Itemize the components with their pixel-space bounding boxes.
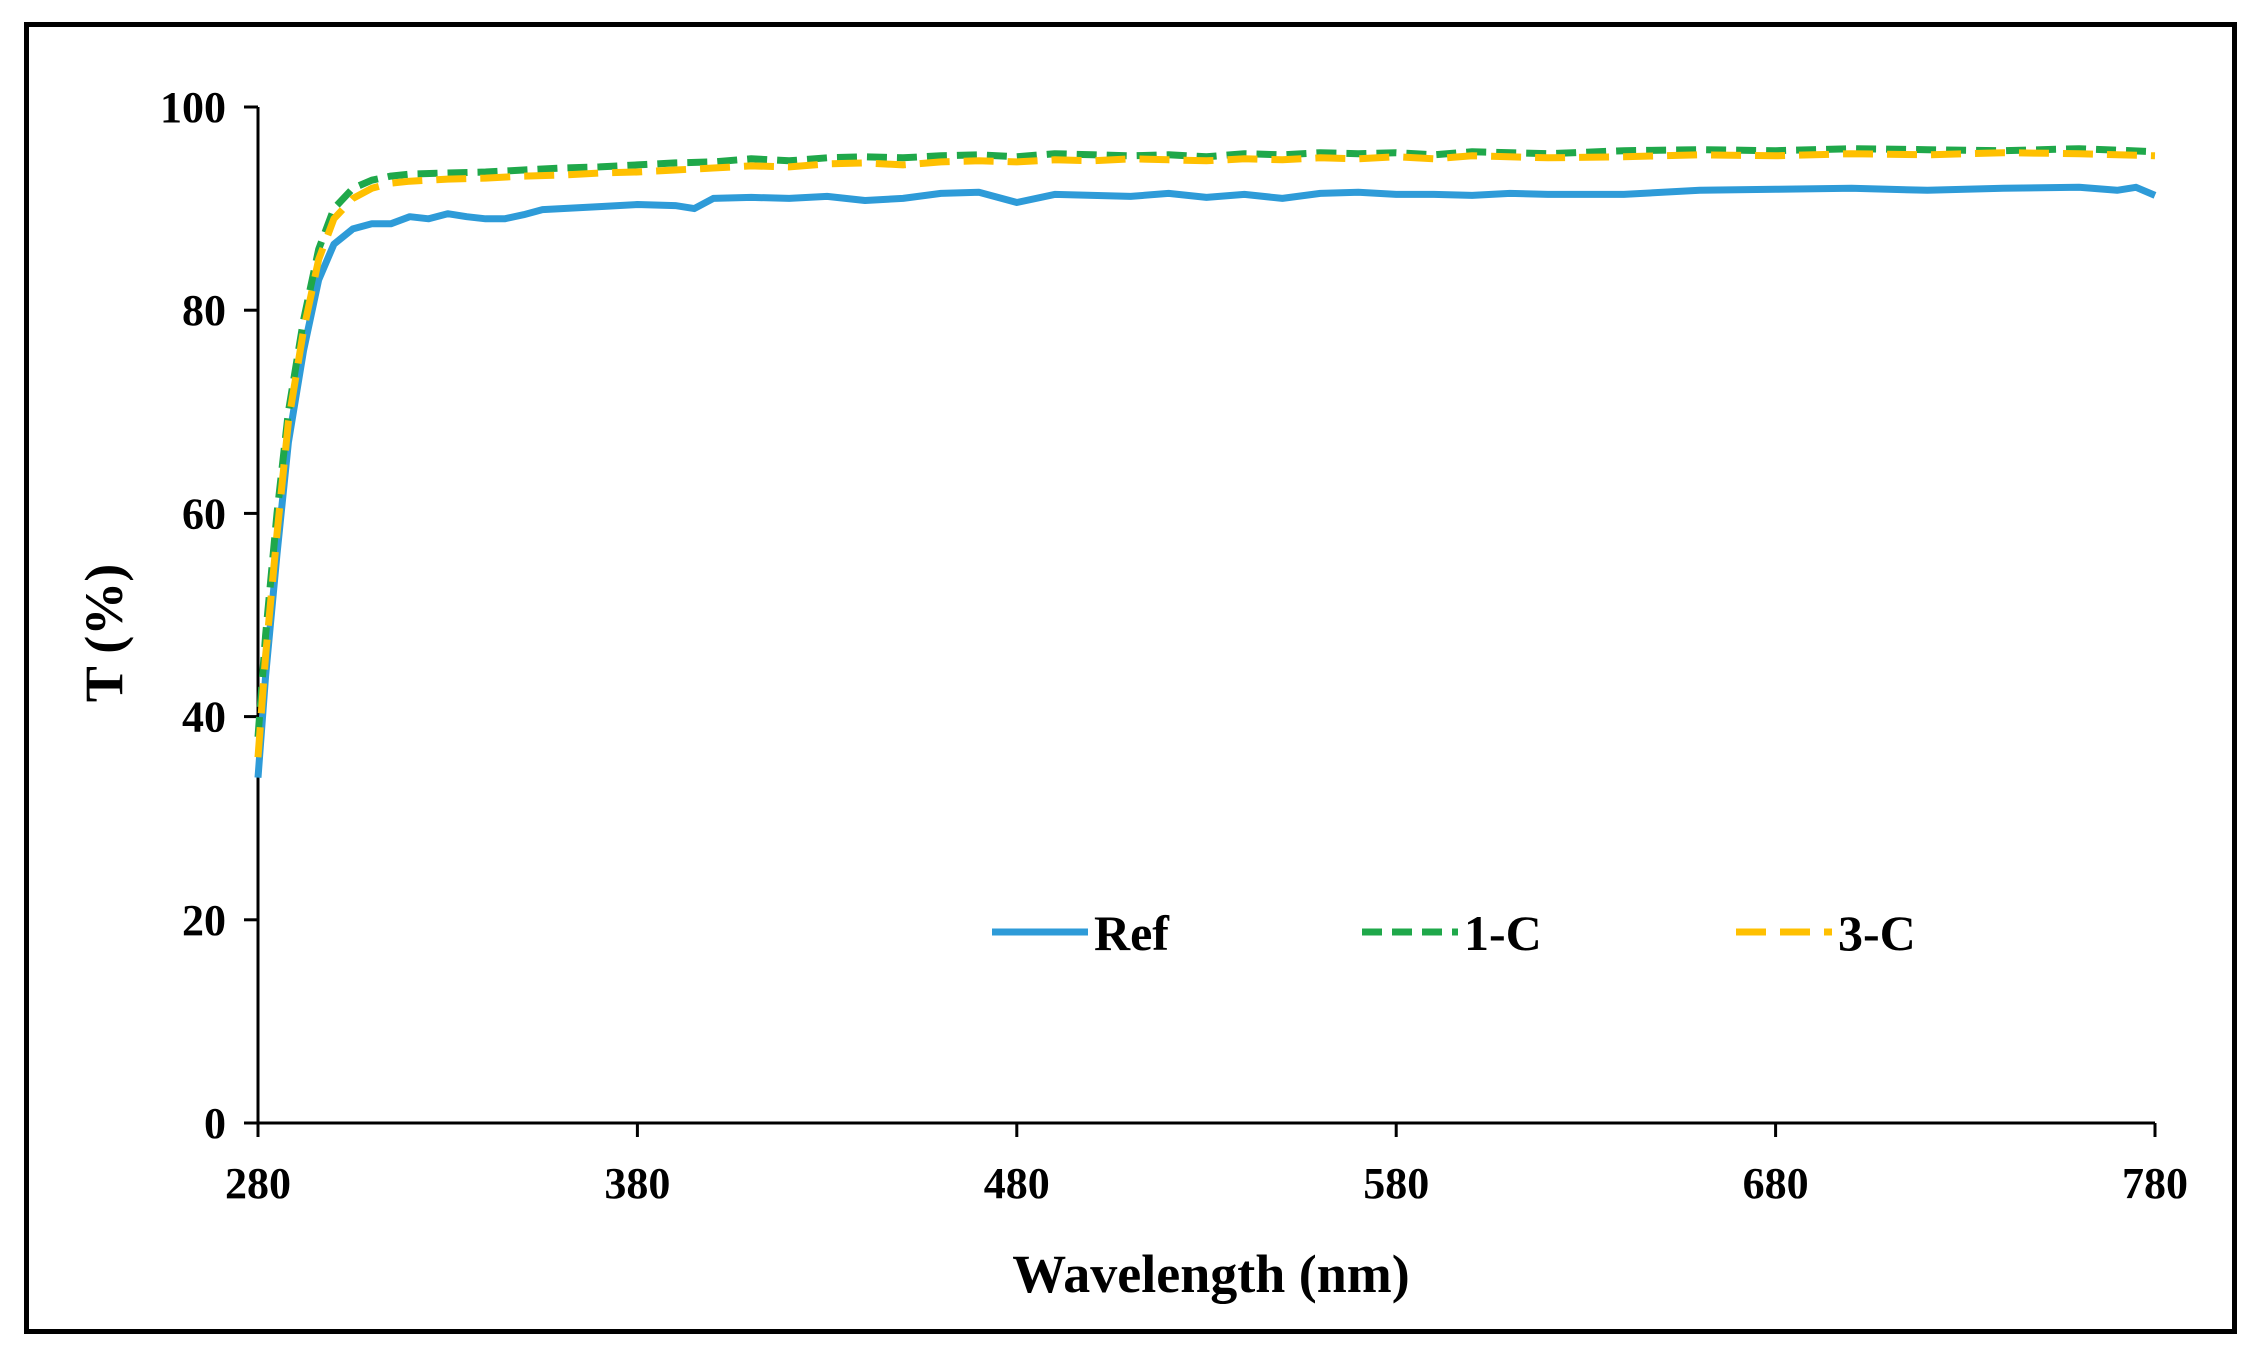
x-tick-label: 580	[1363, 1159, 1429, 1208]
y-tick-label: 60	[182, 489, 226, 538]
axes	[244, 105, 2157, 1137]
series-lines	[254, 145, 2157, 778]
y-axis-title: T (%)	[74, 564, 134, 703]
series-line-3-c	[254, 149, 2156, 758]
series-line-1-c	[254, 145, 2156, 738]
x-axis-title: Wavelength (nm)	[1012, 1244, 1410, 1304]
x-tick-label: 480	[984, 1159, 1050, 1208]
x-tick-label: 680	[1743, 1159, 1809, 1208]
chart-frame	[24, 22, 2237, 1334]
y-tick-label: 80	[182, 286, 226, 335]
y-tick-label: 100	[160, 83, 226, 132]
legend-label-3-c: 3-C	[1838, 905, 1916, 961]
series-line-ref	[254, 183, 2157, 778]
legend-label-1-c: 1-C	[1464, 905, 1542, 961]
y-tick-label: 20	[182, 896, 226, 945]
x-tick-label: 280	[225, 1159, 291, 1208]
x-tick-label: 380	[604, 1159, 670, 1208]
y-tick-label: 40	[182, 693, 226, 742]
legend: Ref 1-C 3-C	[992, 905, 1916, 961]
tick-labels: 0 20 40 60 80 100 280 380 480 580 680 780	[160, 83, 2188, 1208]
x-tick-label: 780	[2122, 1159, 2188, 1208]
y-tick-label: 0	[204, 1099, 226, 1148]
legend-label-ref: Ref	[1094, 905, 1170, 961]
